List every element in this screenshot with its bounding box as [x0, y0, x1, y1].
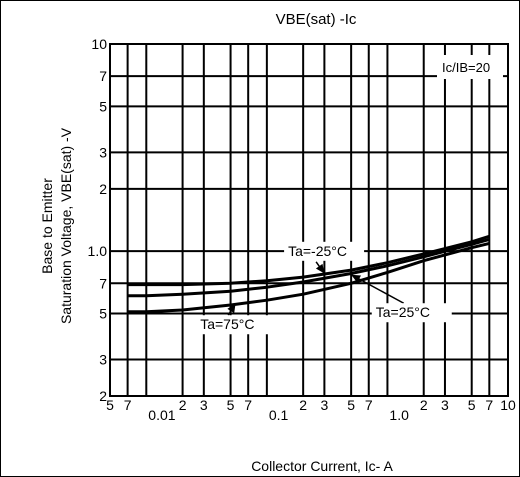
annotation-label: Ta=25°C: [376, 304, 430, 320]
x-tick-label: 0.01: [148, 407, 175, 423]
y-tick-label: 1.0: [88, 243, 108, 259]
annotation-leader: [350, 274, 405, 304]
annotation-bg: [371, 303, 452, 323]
y-tick-label: 5: [99, 306, 107, 322]
annotation-label: Ta=75°C: [200, 316, 254, 332]
x-tick-label: 1.0: [389, 407, 409, 423]
x-tick-label: 7: [124, 397, 132, 413]
series-line-2: [127, 241, 490, 314]
x-tick-label: 5: [106, 397, 114, 413]
x-tick-label: 5: [227, 397, 235, 413]
annotation-label: Ta=-25°C: [288, 243, 347, 259]
y-tick-label: 7: [99, 275, 107, 291]
y-tick-label: 2: [99, 388, 107, 404]
x-tick-label: 7: [244, 397, 252, 413]
x-tick-label: 2: [179, 397, 187, 413]
y-tick-label: 3: [99, 144, 107, 160]
x-tick-label: 7: [365, 397, 373, 413]
x-tick-label: 2: [420, 397, 428, 413]
y-tick-labels: 10 7 5 3 2 1.0 7 5 3 2: [88, 36, 108, 404]
series-line-0: [127, 234, 490, 287]
series-line-1: [127, 237, 490, 298]
x-tick-label: 3: [320, 397, 328, 413]
x-axis-label: Collector Current, Ic- A: [251, 458, 393, 474]
x-tick-label: 2: [299, 397, 307, 413]
x-tick-label: 0.1: [269, 407, 289, 423]
annotation-arrowhead: [351, 274, 361, 283]
x-tick-label: 10: [500, 397, 516, 413]
x-tick-label: 5: [468, 397, 476, 413]
annotation-arrowhead: [315, 263, 325, 274]
annotations: Ta=-25°C Ta=75°C Ta=25°C: [196, 241, 452, 335]
x-tick-label: 5: [347, 397, 355, 413]
x-tick-label: 3: [200, 397, 208, 413]
plot-frame: [109, 43, 509, 397]
condition-label: Ic/IB=20: [442, 60, 490, 75]
x-tick-labels: 5 70.012 3 5 70.12 3 5 71.02 3 5 7 10: [106, 397, 516, 423]
chart-title: VBE(sat) -Ic: [276, 11, 357, 28]
grid: [109, 43, 509, 397]
y-tick-label: 3: [99, 352, 107, 368]
annotation-arrowhead: [227, 303, 236, 314]
y-tick-label: 2: [99, 181, 107, 197]
condition-label-bg: [437, 55, 503, 79]
y-tick-label: 10: [91, 36, 107, 52]
y-tick-label: 7: [99, 68, 107, 84]
y-axis-label-line1: Base to Emitter: [39, 178, 55, 274]
x-tick-label: 3: [441, 397, 449, 413]
annotation-bg: [284, 241, 365, 261]
y-axis-label-line2: Saturation Voltage, VBE(sat) -V: [58, 127, 74, 324]
curves: [127, 234, 490, 314]
annotation-bg: [196, 315, 277, 335]
y-tick-label: 5: [99, 98, 107, 114]
x-tick-label: 7: [485, 397, 493, 413]
